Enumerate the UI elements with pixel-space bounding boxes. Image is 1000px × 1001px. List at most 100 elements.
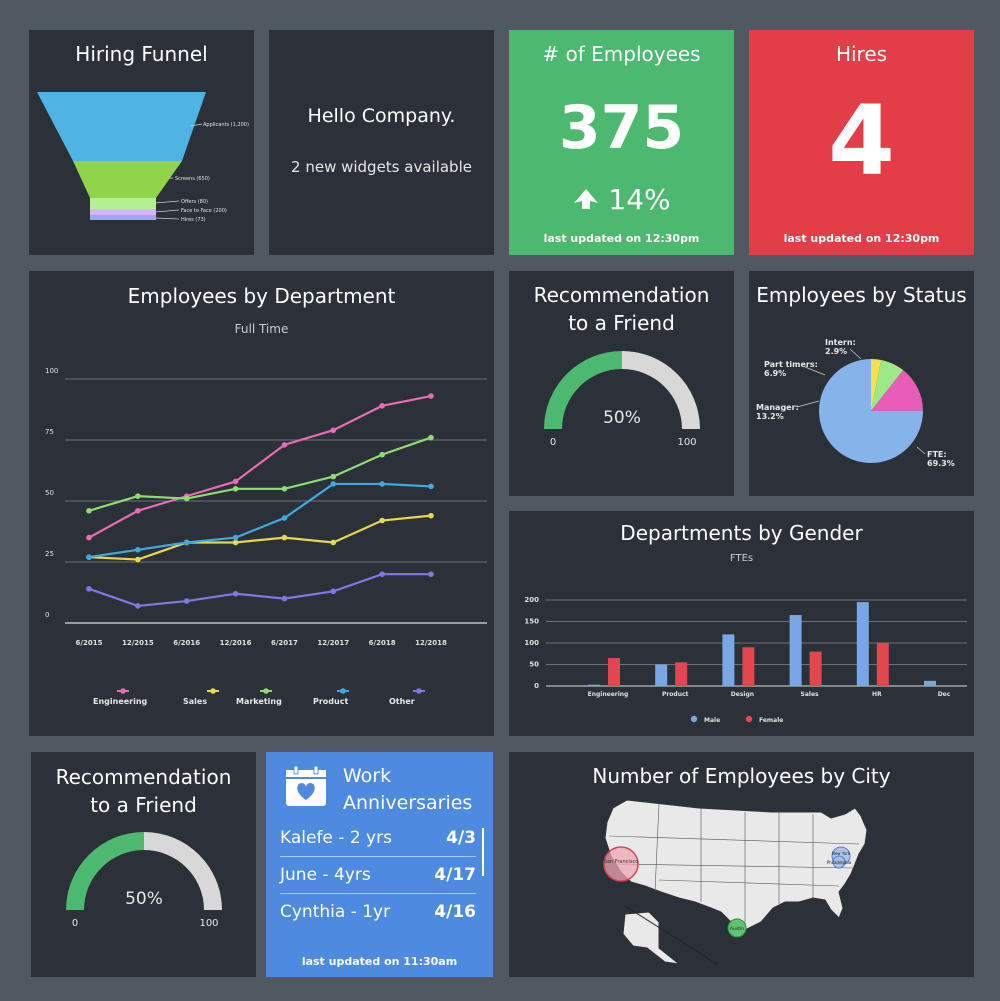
bar-male-hr[interactable] [856, 602, 869, 686]
bar-female-hr[interactable] [876, 643, 889, 686]
y-tick-label: 0 [45, 611, 49, 619]
data-point-product[interactable] [428, 483, 434, 490]
bar-female-design[interactable] [742, 647, 755, 686]
data-point-product[interactable] [379, 481, 385, 487]
data-point-sales[interactable] [135, 556, 141, 563]
data-point-sales[interactable] [281, 534, 288, 541]
data-point-other[interactable] [135, 603, 141, 609]
data-point-product[interactable] [281, 515, 288, 521]
departments-by-gender-widget[interactable]: Departments by Gender FTEs 0 50 100 150 200 E… [509, 511, 974, 736]
data-point-marketing[interactable] [86, 507, 92, 514]
bar-male-dec[interactable] [924, 680, 936, 686]
data-point-marketing[interactable] [281, 486, 288, 492]
recommendation-widget-1[interactable]: Recommendation to a Friend 50% 0 100 [509, 271, 734, 496]
x-tick-label: 12/2015 [122, 639, 154, 647]
data-point-engineering[interactable] [379, 403, 385, 409]
bar-female-product[interactable] [675, 662, 688, 686]
data-point-other[interactable] [281, 595, 288, 602]
employees-by-city-widget[interactable]: Number of Employees by City San Francisc… [509, 752, 974, 977]
data-point-other[interactable] [183, 598, 190, 604]
pie-label-name: Manager: [756, 403, 799, 412]
data-point-product[interactable] [330, 481, 337, 487]
data-point-marketing[interactable] [183, 495, 190, 502]
data-point-marketing[interactable] [232, 486, 239, 492]
bar-female-sales[interactable] [809, 651, 822, 686]
x-tick-label: Engineering [588, 691, 629, 698]
employee-change: 14% [509, 182, 734, 218]
data-point-engineering[interactable] [281, 442, 288, 448]
data-point-other[interactable] [232, 590, 239, 597]
employees-by-department-widget[interactable]: Employees by Department Full Time 0 25 50 7… [29, 271, 494, 736]
pie-slice-part-timers[interactable] [871, 360, 904, 411]
data-point-marketing[interactable] [330, 473, 337, 480]
city-label-new-york: New York [832, 851, 851, 856]
recommendation-widget-2[interactable]: Recommendation to a Friend 50% 0 100 [31, 752, 256, 977]
data-point-engineering[interactable] [232, 478, 239, 485]
data-point-marketing[interactable] [428, 434, 434, 441]
employees-by-status-widget[interactable]: Employees by Status FTE: 69.3% Manager: 13.… [749, 271, 974, 496]
data-point-product[interactable] [86, 554, 92, 560]
data-point-marketing[interactable] [379, 451, 385, 458]
data-point-sales[interactable] [330, 539, 337, 546]
anniversaries-scrollbar[interactable] [482, 828, 484, 876]
legend-label: Product [313, 697, 348, 706]
hires-widget[interactable]: Hires 4 last updated on 12:30pm [749, 30, 974, 255]
bar-male-design[interactable] [722, 634, 735, 686]
pie-slice-intern[interactable] [871, 359, 882, 411]
data-point-sales[interactable] [379, 517, 385, 524]
data-point-engineering[interactable] [86, 534, 92, 541]
legend-item-product[interactable]: Product [313, 688, 349, 706]
data-point-other[interactable] [86, 586, 92, 592]
data-point-engineering[interactable] [428, 393, 434, 399]
data-point-other[interactable] [428, 571, 434, 577]
y-tick-label: 200 [524, 596, 539, 604]
bar-male-engineering[interactable] [588, 684, 600, 686]
inset-divider [624, 905, 718, 965]
legend-item-male[interactable]: Male [690, 715, 720, 724]
employee-count-widget[interactable]: # of Employees 375 14% last updated on 1… [509, 30, 734, 255]
city-map-title: Number of Employees by City [592, 764, 891, 788]
legend-item-sales[interactable]: Sales [183, 688, 219, 706]
anniversary-item[interactable]: June - 4yrs 4/17 [280, 857, 476, 894]
gauge-value-text: 50% [603, 408, 641, 428]
data-point-product[interactable] [135, 547, 141, 553]
data-point-engineering[interactable] [330, 427, 337, 434]
legend-item-engineering[interactable]: Engineering [93, 688, 148, 706]
legend-marker [416, 688, 422, 694]
pie-label-value: 6.9% [764, 369, 786, 378]
data-point-product[interactable] [183, 539, 190, 546]
legend-item-female[interactable]: Female [745, 715, 784, 724]
data-point-marketing[interactable] [135, 493, 141, 499]
data-point-sales[interactable] [232, 539, 239, 546]
recommendation-title-line1: Recommendation [55, 765, 232, 789]
gauge-max-label: 100 [677, 437, 696, 448]
hiring-funnel-widget[interactable]: Hiring Funnel Applicants (1,200) Screens… [29, 30, 254, 255]
legend-marker [120, 688, 126, 694]
series-line-product [88, 482, 432, 559]
data-point-engineering[interactable] [135, 507, 141, 514]
data-point-product[interactable] [232, 534, 239, 541]
work-anniversaries-widget[interactable]: Work Anniversaries Kalefe - 2 yrs 4/3 Ju… [266, 752, 493, 977]
legend-item-marketing[interactable]: Marketing [236, 688, 282, 706]
x-tick-label: 12/2017 [317, 639, 349, 647]
pie-slice-manager[interactable] [871, 370, 923, 411]
us-mainland [604, 799, 868, 931]
legend-label: Engineering [93, 697, 148, 706]
anniversary-item[interactable]: Cynthia - 1yr 4/16 [280, 894, 476, 930]
pie-slice-fte[interactable] [819, 359, 923, 463]
funnel-stage-applicants [37, 92, 206, 161]
bar-male-product[interactable] [655, 664, 668, 687]
hello-company-widget[interactable]: Hello Company. 2 new widgets available [269, 30, 494, 255]
gender-chart-subtitle: FTEs [729, 553, 754, 564]
data-point-other[interactable] [330, 588, 337, 595]
pie-leader-line [804, 366, 826, 376]
bar-female-engineering[interactable] [608, 658, 620, 686]
data-point-other[interactable] [379, 571, 385, 577]
anniversary-item[interactable]: Kalefe - 2 yrs 4/3 [280, 820, 476, 857]
legend-item-other[interactable]: Other [389, 688, 425, 706]
bar-male-sales[interactable] [789, 615, 802, 686]
legend-marker [340, 688, 346, 694]
y-tick-label: 25 [45, 550, 54, 558]
funnel-chart: Applicants (1,200) Screens (650) Offers … [37, 92, 249, 223]
data-point-sales[interactable] [428, 512, 434, 519]
